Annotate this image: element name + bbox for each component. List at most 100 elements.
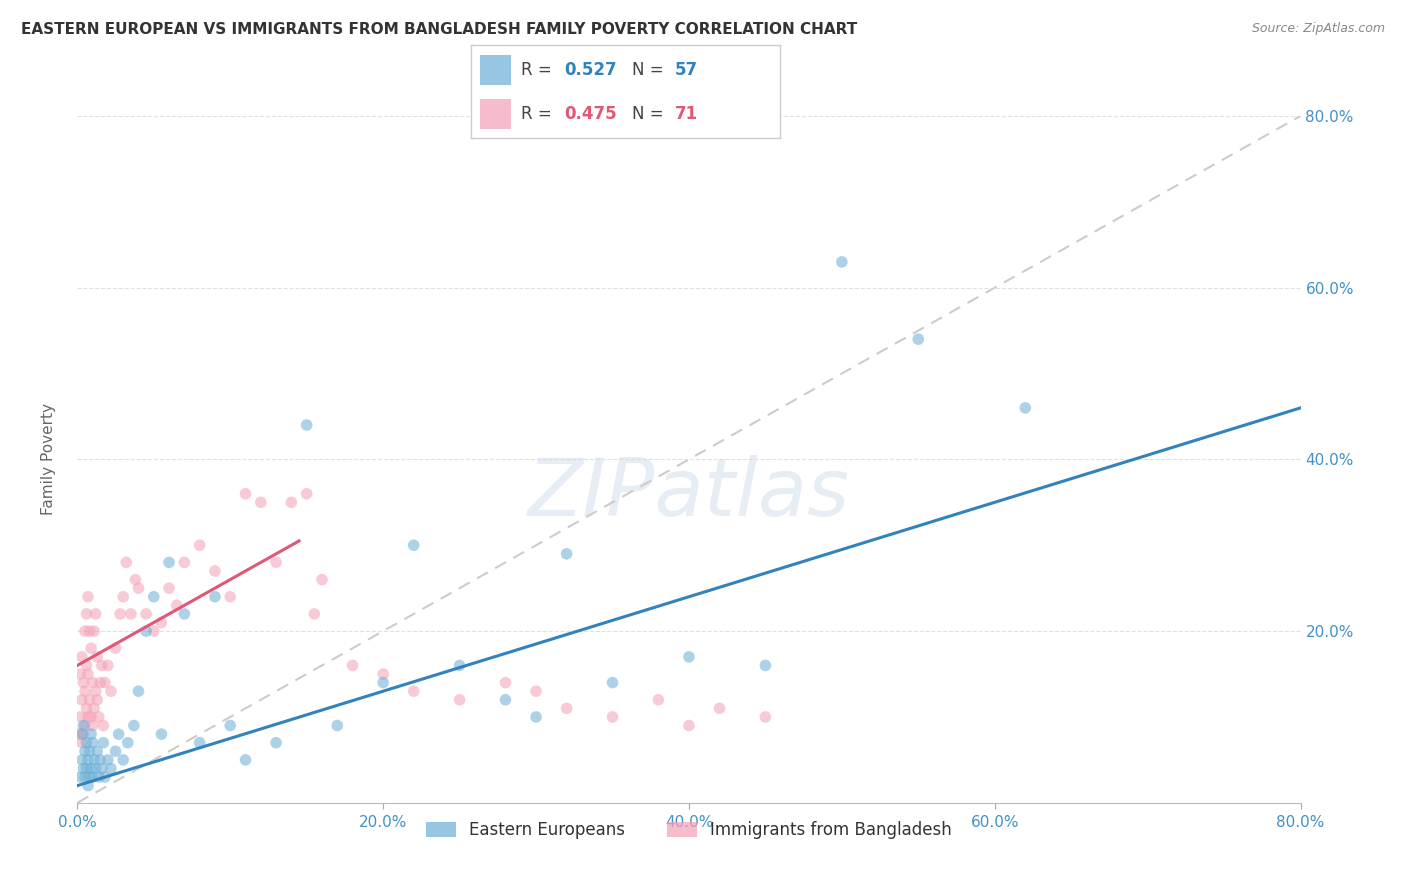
Point (602, 710, 624, 724)
Point (83, 701, 105, 715)
Point (97, 658, 120, 673)
Point (524, 710, 547, 724)
Text: 71: 71 (675, 105, 699, 123)
Point (831, 255, 853, 269)
Point (555, 701, 578, 715)
Point (79, 692, 101, 706)
Point (188, 736, 211, 750)
Text: N =: N = (631, 61, 669, 78)
Point (84, 607, 107, 621)
Y-axis label: Family Poverty: Family Poverty (42, 403, 56, 516)
Point (82, 718, 104, 732)
Point (87, 770, 110, 784)
Point (166, 599, 188, 613)
Point (76, 701, 98, 715)
Point (304, 607, 326, 621)
Point (84, 762, 107, 776)
Point (100, 684, 122, 698)
Point (402, 684, 425, 698)
Point (250, 495, 273, 509)
Point (326, 718, 349, 732)
Point (124, 573, 146, 587)
Point (70, 649, 93, 664)
Point (371, 675, 394, 690)
Point (72, 762, 94, 776)
Point (173, 555, 195, 570)
Point (69, 770, 91, 784)
Point (90, 762, 112, 776)
Point (602, 675, 624, 690)
Point (79, 744, 101, 758)
Point (79, 770, 101, 784)
Point (91, 736, 114, 750)
Point (117, 736, 139, 750)
Point (754, 658, 776, 673)
Point (86, 692, 108, 706)
Point (83, 753, 105, 767)
Text: R =: R = (520, 105, 557, 123)
Point (80, 710, 103, 724)
Point (94, 770, 117, 784)
Point (524, 684, 547, 698)
Point (107, 727, 129, 741)
Point (73, 684, 96, 698)
Point (112, 590, 135, 604)
Point (150, 615, 173, 630)
Point (94, 675, 117, 690)
Point (77, 710, 100, 724)
Point (77, 753, 100, 767)
Point (77, 667, 100, 681)
Point (73, 624, 96, 639)
Point (235, 487, 257, 501)
Point (115, 555, 138, 570)
Point (80, 641, 103, 656)
Point (678, 718, 700, 732)
FancyBboxPatch shape (481, 55, 512, 85)
Text: Source: ZipAtlas.com: Source: ZipAtlas.com (1251, 22, 1385, 36)
Point (82, 675, 104, 690)
Point (80, 727, 103, 741)
Point (204, 590, 226, 604)
Point (72, 727, 94, 741)
Point (104, 744, 127, 758)
Point (709, 701, 731, 715)
Point (104, 641, 127, 656)
Point (76, 607, 98, 621)
Point (219, 590, 242, 604)
Point (142, 590, 165, 604)
Text: N =: N = (631, 105, 669, 123)
Point (142, 624, 165, 639)
Point (97, 753, 120, 767)
Point (73, 718, 96, 732)
Point (135, 624, 157, 639)
Point (89, 753, 111, 767)
Point (173, 607, 195, 621)
Point (449, 658, 471, 673)
Point (295, 487, 318, 501)
Point (77, 590, 100, 604)
Point (70, 692, 93, 706)
Point (371, 667, 394, 681)
Point (311, 573, 333, 587)
Point (907, 332, 929, 346)
Point (77, 779, 100, 793)
Point (87, 710, 110, 724)
Point (264, 555, 287, 570)
Point (449, 692, 471, 706)
Point (70, 753, 93, 767)
Point (91, 718, 114, 732)
Point (100, 762, 122, 776)
Point (86, 744, 108, 758)
Text: ZIPatlas: ZIPatlas (527, 455, 851, 533)
Point (754, 710, 776, 724)
Point (204, 564, 226, 578)
Point (219, 718, 242, 732)
Point (678, 649, 700, 664)
Point (188, 538, 211, 552)
Point (83, 624, 105, 639)
Point (295, 417, 318, 432)
Point (235, 753, 257, 767)
Point (127, 684, 149, 698)
Text: R =: R = (520, 61, 557, 78)
Text: 57: 57 (675, 61, 699, 78)
